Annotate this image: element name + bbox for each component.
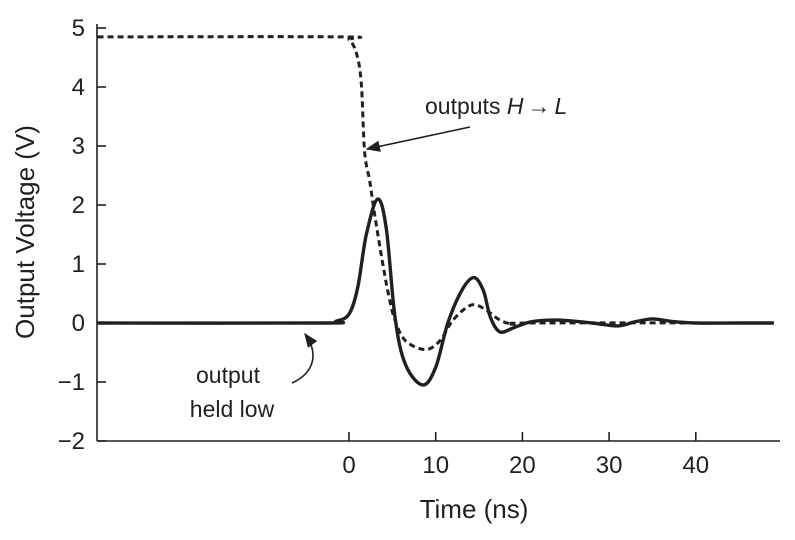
- annotation-text: outputs H → L: [425, 93, 567, 119]
- annotation-arrow: [291, 332, 318, 384]
- y-tick-label: −2: [58, 428, 85, 455]
- annotation-outputs-h-to-l: outputs H → L: [365, 93, 567, 152]
- series-line-outputs-h-to-l: [97, 35, 774, 352]
- x-tick-label: 20: [509, 452, 536, 479]
- series-line-output-held-low: [97, 197, 774, 387]
- x-tick-label: 10: [422, 452, 449, 479]
- annotation-text-line1: output: [196, 362, 261, 388]
- y-tick-label: 0: [72, 310, 85, 337]
- x-axis-label: Time (ns): [420, 494, 529, 524]
- y-tick-label: 5: [72, 15, 85, 42]
- y-axis-label: Output Voltage (V): [10, 125, 40, 339]
- annotation-output-held-low: output held low: [190, 332, 318, 422]
- series-group: [97, 35, 774, 387]
- x-tick-label: 0: [342, 452, 355, 479]
- x-tick-label: 40: [682, 452, 709, 479]
- y-tick-label: 4: [72, 74, 85, 101]
- annotation-arrow: [365, 126, 471, 152]
- annotation-text-line2: held low: [190, 396, 275, 422]
- y-tick-label: 3: [72, 133, 85, 160]
- y-tick-label: 1: [72, 251, 85, 278]
- y-tick-label: 2: [72, 192, 85, 219]
- y-tick-label: −1: [58, 369, 85, 396]
- x-tick-label: 30: [596, 452, 623, 479]
